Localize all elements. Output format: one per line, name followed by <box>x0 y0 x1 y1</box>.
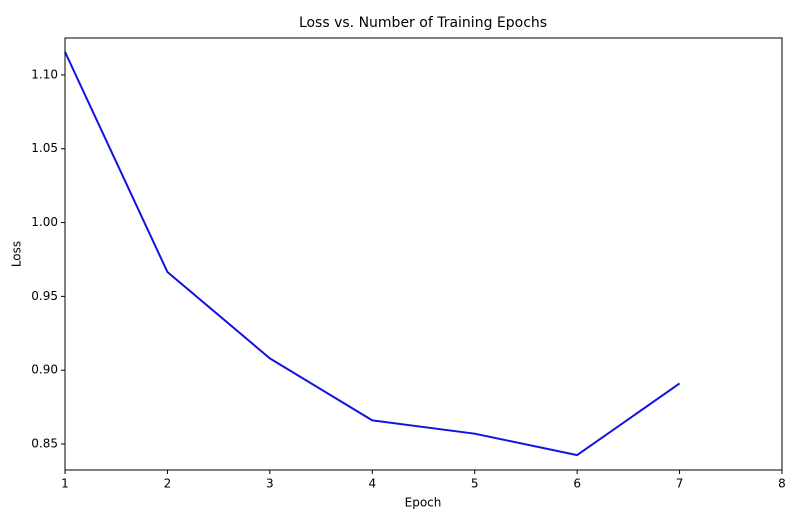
y-tick-label: 0.95 <box>31 289 58 303</box>
y-axis-label: Loss <box>10 241 24 267</box>
x-axis-label: Epoch <box>405 496 442 510</box>
x-tick-label: 8 <box>778 477 786 491</box>
y-tick-label: 1.05 <box>31 141 58 155</box>
x-tick-label: 4 <box>368 477 376 491</box>
y-tick-label: 0.85 <box>31 437 58 451</box>
x-tick-label: 2 <box>164 477 172 491</box>
chart-title: Loss vs. Number of Training Epochs <box>299 15 547 31</box>
x-tick-label: 5 <box>471 477 479 491</box>
line <box>64 51 681 457</box>
y-tick-label: 1.00 <box>31 215 58 229</box>
x-tick-label: 3 <box>266 477 274 491</box>
x-tick-label: 6 <box>573 477 581 491</box>
x-tick-label: 1 <box>61 477 69 491</box>
y-tick-label: 1.10 <box>31 67 58 81</box>
y-tick-label: 0.90 <box>31 363 58 377</box>
plot-frame <box>64 37 783 471</box>
x-tick-label: 7 <box>676 477 684 491</box>
